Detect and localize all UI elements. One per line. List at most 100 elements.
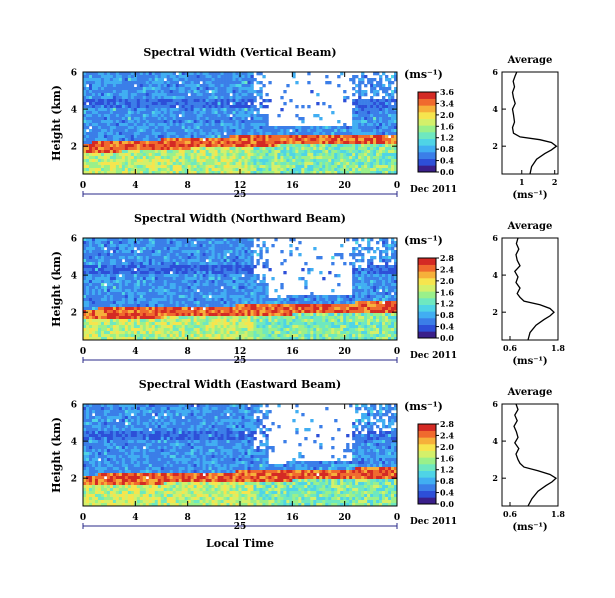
heatmap-cell [265,138,269,142]
heatmap-cell [349,253,353,257]
heatmap-cell [250,241,254,245]
heatmap-cell [241,150,245,154]
heatmap-cell [187,135,191,139]
heatmap-cell [220,292,224,296]
heatmap-cell [193,132,197,136]
heatmap-cell [391,286,395,290]
heatmap-cell [292,132,296,136]
heatmap-cell [160,277,165,281]
heatmap-cell [340,147,344,151]
heatmap-cell [358,114,362,118]
heatmap-cell [217,147,221,151]
heatmap-cell [247,72,251,76]
heatmap-cell [367,268,371,272]
heatmap-cell [193,84,197,88]
heatmap-cell [289,132,293,136]
heatmap-cell [115,307,120,311]
heatmap-cell [385,135,389,139]
heatmap-cell [157,298,162,302]
heatmap-cell [145,132,150,136]
heatmap-cell [91,138,96,142]
heatmap-cell [385,298,389,302]
heatmap-cell [127,126,132,130]
heatmap-cell [139,123,144,127]
heatmap-cell [139,147,144,151]
heatmap-cell [232,259,236,263]
heatmap-cell [202,144,206,148]
heatmap-cell [259,144,263,148]
heatmap-cell [88,120,93,124]
heatmap-cell [112,129,117,133]
heatmap-cell [355,138,359,142]
heatmap-cell [145,138,150,142]
heatmap-cell [163,171,168,175]
heatmap-cell [202,241,206,245]
heatmap-cell [184,262,188,266]
heatmap-cell [154,168,159,172]
heatmap-cell [388,289,392,293]
heatmap-cell [361,162,365,166]
heatmap-cell [196,114,200,118]
heatmap-cell [265,307,269,311]
heatmap-cell [103,150,108,154]
heatmap-cell [199,111,203,115]
heatmap-cell [235,238,239,242]
heatmap-cell [226,111,230,115]
heatmap-cell [250,295,254,299]
heatmap-cell [283,298,287,302]
heatmap-cell [310,156,314,160]
heatmap-cell [217,111,221,115]
heatmap-cell [310,295,314,299]
heatmap-cell [352,268,356,272]
heatmap-cell [124,304,129,308]
heatmap-cell [142,129,147,133]
heatmap-cell [97,99,102,103]
heatmap-cell [190,117,194,121]
heatmap-cell [169,141,174,145]
heatmap-cell [223,262,227,266]
heatmap-cell [253,129,257,133]
heatmap-cell [367,162,371,166]
heatmap-cell [172,268,176,272]
heatmap-cell [361,93,365,97]
heatmap-cell [250,277,254,281]
heatmap-cell [388,304,392,308]
heatmap-cell [361,144,365,148]
heatmap-cell [115,271,120,275]
heatmap-cell [367,138,371,142]
heatmap-cell [106,129,111,133]
heatmap-cell [160,96,165,100]
heatmap-cell [157,304,162,308]
heatmap-cell [100,286,105,290]
heatmap-cell [205,171,209,175]
heatmap-cell [349,147,353,151]
heatmap-cell [352,141,356,145]
heatmap-cell [178,99,182,103]
heatmap-cell [109,156,114,160]
heatmap-cell [370,295,374,299]
heatmap-cell [223,268,227,272]
heatmap-cell [292,304,296,308]
heatmap-cell [289,307,293,311]
heatmap-cell [166,153,171,157]
heatmap-cell [235,165,239,169]
heatmap-cell [172,117,176,121]
heatmap-cell [244,307,248,311]
heatmap-cell [217,123,221,127]
heatmap-cell [160,295,165,299]
heatmap-cell [220,150,224,154]
heatmap-cell [358,171,362,175]
heatmap-cell [142,156,147,160]
heatmap-cell [379,117,383,121]
heatmap-cell [208,105,212,109]
heatmap-cell [358,141,362,145]
heatmap-cell [259,147,263,151]
heatmap-cell [370,141,374,145]
heatmap-cell [253,298,257,302]
heatmap-cell [283,153,287,157]
heatmap-cell [316,150,320,154]
heatmap-cell [145,153,150,157]
heatmap-cell [196,286,200,290]
heatmap-cell [286,165,290,169]
heatmap-cell [304,307,308,311]
